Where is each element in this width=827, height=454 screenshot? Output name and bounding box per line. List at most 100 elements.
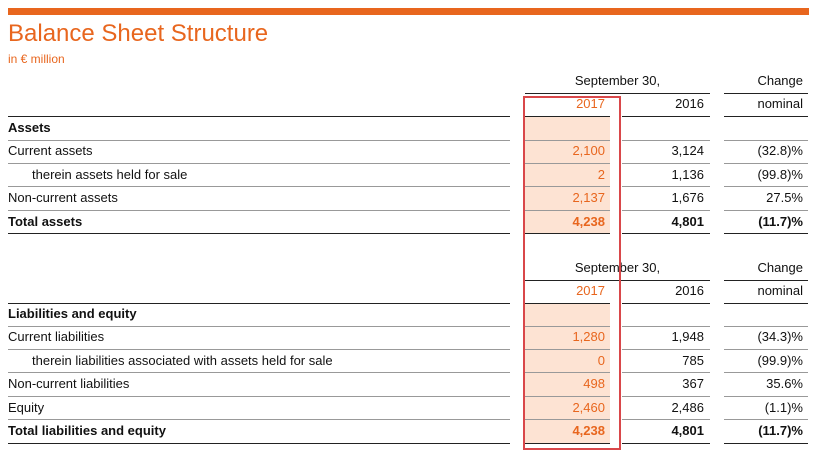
column-header: 2017 (576, 283, 605, 298)
row-rule (525, 162, 610, 164)
row-rule (622, 325, 710, 327)
cell-value: 3,124 (671, 143, 704, 159)
cell-value: 1,280 (572, 329, 605, 345)
row-rule (525, 395, 610, 397)
subtitle: in € million (8, 52, 65, 66)
row-rule (622, 139, 710, 141)
cell-value: 4,801 (671, 423, 704, 438)
highlight-column (525, 117, 610, 234)
row-rule (525, 186, 610, 188)
cell-value: 4,238 (572, 423, 605, 438)
header-rule (622, 303, 710, 304)
row-rule (724, 233, 808, 235)
row-rule (8, 325, 510, 327)
row-rule (8, 442, 510, 444)
row-rule (525, 372, 610, 374)
row-rule (724, 395, 808, 397)
row-rule (622, 348, 710, 350)
header-rule (724, 303, 808, 304)
cell-value: 785 (682, 352, 704, 368)
row-rule (8, 209, 510, 211)
row-rule (8, 395, 510, 397)
header-rule (525, 116, 610, 117)
row-rule (525, 348, 610, 350)
column-group-header: September 30, (574, 73, 661, 88)
row-rule (8, 419, 510, 421)
header-rule (622, 116, 710, 117)
row-rule (724, 209, 808, 211)
row-rule (724, 325, 808, 327)
cell-value: (32.8)% (757, 143, 803, 159)
row-label: Non-current liabilities (8, 376, 130, 392)
cell-value: 4,801 (671, 213, 704, 229)
highlight-box (523, 96, 621, 450)
section-label: Assets (8, 120, 51, 135)
row-rule (8, 186, 510, 188)
cell-value: 2,460 (572, 399, 605, 415)
row-rule (724, 162, 808, 164)
header-rule (8, 116, 510, 117)
cell-value: 2,486 (671, 399, 704, 415)
row-label: therein assets held for sale (32, 166, 188, 182)
cell-value: (11.7)% (758, 423, 803, 438)
cell-value: 2,100 (572, 143, 605, 159)
row-rule (525, 209, 610, 211)
row-rule (8, 139, 510, 141)
column-header: 2017 (576, 96, 605, 111)
row-rule (8, 348, 510, 350)
row-label: Current liabilities (8, 329, 105, 345)
row-rule (622, 233, 710, 235)
row-rule (525, 325, 610, 327)
header-rule (525, 280, 710, 281)
row-rule (622, 419, 710, 421)
column-header: Change (757, 260, 803, 275)
row-rule (525, 233, 610, 235)
header-rule (724, 116, 808, 117)
header-rule (525, 93, 710, 94)
row-label: Total assets (8, 213, 83, 229)
cell-value: 367 (682, 376, 704, 392)
row-rule (8, 233, 510, 235)
cell-value: 1,948 (671, 329, 704, 345)
row-rule (622, 442, 710, 444)
row-label: Current assets (8, 143, 93, 159)
cell-value: (99.8)% (757, 166, 803, 182)
cell-value: 498 (583, 376, 605, 392)
title: Balance Sheet Structure (8, 20, 269, 47)
row-rule (622, 162, 710, 164)
row-rule (724, 186, 808, 188)
row-rule (622, 395, 710, 397)
cell-value: 2,137 (572, 190, 605, 206)
cell-value: 2 (597, 166, 605, 182)
header-rule (8, 303, 510, 304)
section-label: Liabilities and equity (8, 306, 137, 321)
header-rule (724, 280, 808, 281)
row-label: Equity (8, 399, 45, 415)
row-rule (724, 419, 808, 421)
cell-value: 35.6% (766, 376, 803, 392)
row-rule (525, 442, 610, 444)
cell-value: 1,676 (671, 190, 704, 206)
column-header: nominal (757, 96, 803, 111)
row-rule (622, 372, 710, 374)
column-group-header: September 30, (574, 260, 661, 275)
cell-value: 27.5% (766, 190, 803, 206)
cell-value: (11.7)% (758, 213, 803, 229)
column-header: nominal (757, 283, 803, 298)
row-rule (8, 162, 510, 164)
row-rule (724, 348, 808, 350)
row-label: Total liabilities and equity (8, 423, 166, 438)
cell-value: (99.9)% (757, 352, 803, 368)
row-rule (724, 139, 808, 141)
row-rule (525, 139, 610, 141)
cell-value: (1.1)% (764, 399, 803, 415)
row-rule (622, 186, 710, 188)
column-header: 2016 (675, 283, 704, 298)
row-label: Non-current assets (8, 190, 118, 206)
cell-value: 0 (597, 352, 605, 368)
row-rule (525, 419, 610, 421)
row-rule (724, 442, 808, 444)
row-rule (622, 209, 710, 211)
top-bar (8, 8, 809, 15)
